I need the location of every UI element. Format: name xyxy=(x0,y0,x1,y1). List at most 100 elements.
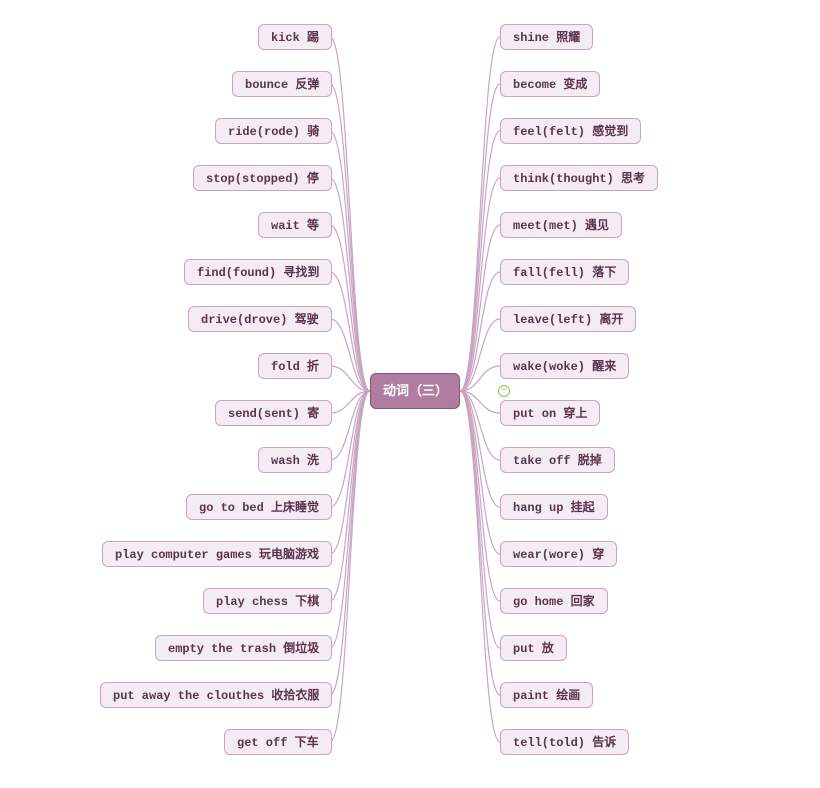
edge xyxy=(330,178,370,391)
edge xyxy=(330,84,370,391)
edge xyxy=(330,391,370,554)
right-node-14[interactable]: paint 绘画 xyxy=(500,682,593,708)
edge xyxy=(460,391,500,460)
edge xyxy=(460,319,500,391)
edge xyxy=(330,225,370,391)
left-node-12[interactable]: play chess 下棋 xyxy=(203,588,332,614)
right-node-11-label: wear(wore) 穿 xyxy=(513,548,604,562)
edge xyxy=(330,391,370,507)
left-node-12-label: play chess 下棋 xyxy=(216,595,319,609)
left-node-6-label: drive(drove) 驾驶 xyxy=(201,313,319,327)
left-node-1[interactable]: bounce 反弹 xyxy=(232,71,332,97)
edge xyxy=(460,37,500,391)
edge xyxy=(330,366,370,391)
right-node-9-label: take off 脱掉 xyxy=(513,454,602,468)
edge xyxy=(460,131,500,391)
right-node-0[interactable]: shine 照耀 xyxy=(500,24,593,50)
right-node-3[interactable]: think(thought) 思考 xyxy=(500,165,658,191)
left-node-5[interactable]: find(found) 寻找到 xyxy=(184,259,332,285)
edge xyxy=(330,391,370,742)
left-node-2[interactable]: ride(rode) 骑 xyxy=(215,118,332,144)
edge xyxy=(330,391,370,413)
left-node-0[interactable]: kick 踢 xyxy=(258,24,332,50)
left-node-15-label: get off 下车 xyxy=(237,736,319,750)
edge xyxy=(330,37,370,391)
right-node-0-label: shine 照耀 xyxy=(513,31,580,45)
left-node-13[interactable]: empty the trash 倒垃圾 xyxy=(155,635,332,661)
right-node-12-label: go home 回家 xyxy=(513,595,595,609)
edge xyxy=(460,391,500,507)
left-node-6[interactable]: drive(drove) 驾驶 xyxy=(188,306,332,332)
edge xyxy=(460,391,500,413)
left-node-3[interactable]: stop(stopped) 停 xyxy=(193,165,332,191)
right-node-10-label: hang up 挂起 xyxy=(513,501,595,515)
left-node-0-label: kick 踢 xyxy=(271,31,319,45)
left-node-2-label: ride(rode) 骑 xyxy=(228,125,319,139)
edge xyxy=(460,272,500,391)
right-node-12[interactable]: go home 回家 xyxy=(500,588,608,614)
left-node-10[interactable]: go to bed 上床睡觉 xyxy=(186,494,332,520)
right-node-11[interactable]: wear(wore) 穿 xyxy=(500,541,617,567)
center-node[interactable]: 动词（三） xyxy=(370,373,460,409)
left-node-11-label: play computer games 玩电脑游戏 xyxy=(115,548,319,562)
right-node-2-label: feel(felt) 感觉到 xyxy=(513,125,628,139)
collapse-handle[interactable]: − xyxy=(498,385,510,397)
edge xyxy=(460,178,500,391)
left-node-1-label: bounce 反弹 xyxy=(245,78,319,92)
right-node-4[interactable]: meet(met) 遇见 xyxy=(500,212,622,238)
edge xyxy=(330,319,370,391)
left-node-10-label: go to bed 上床睡觉 xyxy=(199,501,319,515)
left-node-14[interactable]: put away the clouthes 收拾衣服 xyxy=(100,682,332,708)
right-node-1[interactable]: become 变成 xyxy=(500,71,600,97)
edge xyxy=(330,391,370,648)
right-node-13[interactable]: put 放 xyxy=(500,635,567,661)
edge xyxy=(330,131,370,391)
center-node-label: 动词（三） xyxy=(383,384,448,399)
edge xyxy=(460,391,500,601)
right-node-13-label: put 放 xyxy=(513,642,554,656)
right-node-8-label: put on 穿上 xyxy=(513,407,587,421)
right-node-9[interactable]: take off 脱掉 xyxy=(500,447,615,473)
edge xyxy=(330,391,370,460)
right-node-1-label: become 变成 xyxy=(513,78,587,92)
right-node-8[interactable]: put on 穿上 xyxy=(500,400,600,426)
left-node-4-label: wait 等 xyxy=(271,219,319,233)
edge xyxy=(460,84,500,391)
right-node-6-label: leave(left) 离开 xyxy=(513,313,623,327)
right-node-7-label: wake(woke) 醒来 xyxy=(513,360,616,374)
right-node-14-label: paint 绘画 xyxy=(513,689,580,703)
right-node-2[interactable]: feel(felt) 感觉到 xyxy=(500,118,641,144)
right-node-7[interactable]: wake(woke) 醒来 xyxy=(500,353,629,379)
edge xyxy=(460,391,500,648)
left-node-15[interactable]: get off 下车 xyxy=(224,729,332,755)
left-node-7-label: fold 折 xyxy=(271,360,319,374)
right-node-4-label: meet(met) 遇见 xyxy=(513,219,609,233)
right-node-10[interactable]: hang up 挂起 xyxy=(500,494,608,520)
left-node-3-label: stop(stopped) 停 xyxy=(206,172,319,186)
edge xyxy=(460,391,500,554)
left-node-8[interactable]: send(sent) 寄 xyxy=(215,400,332,426)
left-node-8-label: send(sent) 寄 xyxy=(228,407,319,421)
right-node-5-label: fall(fell) 落下 xyxy=(513,266,616,280)
edge xyxy=(330,391,370,695)
left-node-11[interactable]: play computer games 玩电脑游戏 xyxy=(102,541,332,567)
left-node-7[interactable]: fold 折 xyxy=(258,353,332,379)
left-node-14-label: put away the clouthes 收拾衣服 xyxy=(113,689,319,703)
edge xyxy=(330,272,370,391)
edge xyxy=(460,366,500,391)
edge xyxy=(460,391,500,742)
right-node-5[interactable]: fall(fell) 落下 xyxy=(500,259,629,285)
right-node-3-label: think(thought) 思考 xyxy=(513,172,645,186)
mindmap-canvas: 动词（三） − kick 踢 bounce 反弹 ride(rode) 骑 stop(st… xyxy=(0,0,820,788)
right-node-15-label: tell(told) 告诉 xyxy=(513,736,616,750)
left-node-13-label: empty the trash 倒垃圾 xyxy=(168,642,319,656)
edge xyxy=(460,391,500,695)
left-node-9[interactable]: wash 洗 xyxy=(258,447,332,473)
left-node-5-label: find(found) 寻找到 xyxy=(197,266,319,280)
edge xyxy=(330,391,370,601)
right-node-15[interactable]: tell(told) 告诉 xyxy=(500,729,629,755)
edge xyxy=(460,225,500,391)
left-node-9-label: wash 洗 xyxy=(271,454,319,468)
right-node-6[interactable]: leave(left) 离开 xyxy=(500,306,636,332)
left-node-4[interactable]: wait 等 xyxy=(258,212,332,238)
